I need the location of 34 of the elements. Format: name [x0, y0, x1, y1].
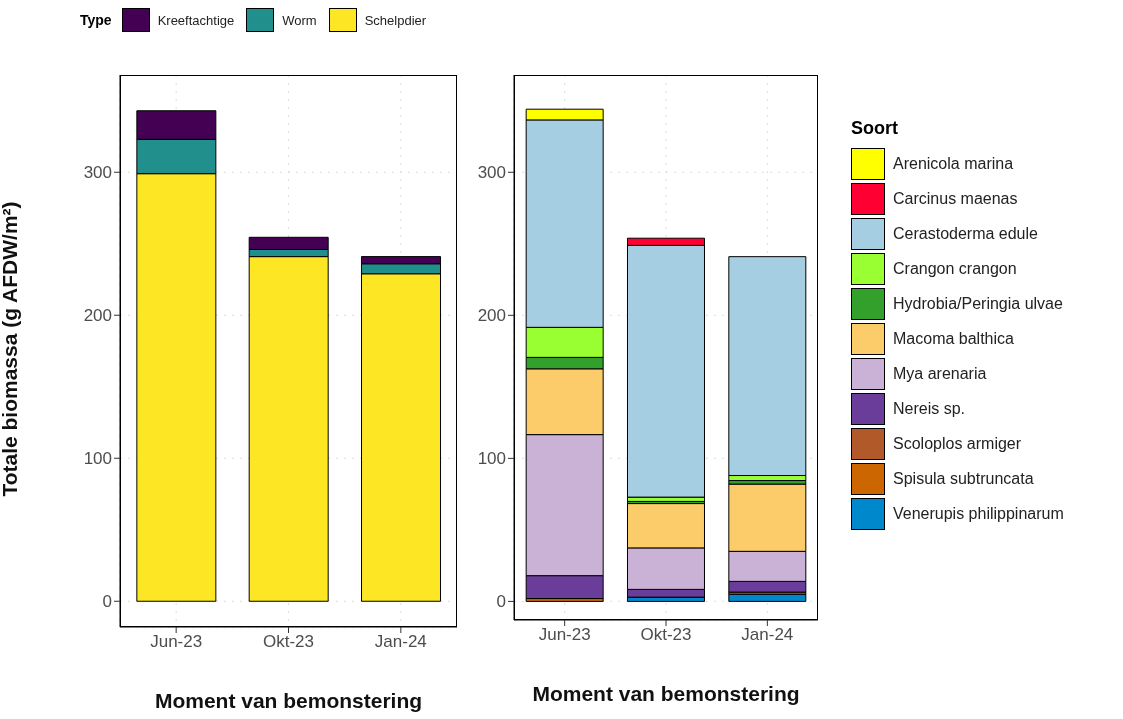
- y-tick-label: 200: [83, 306, 112, 326]
- y-tick-label: 200: [477, 306, 506, 326]
- legend-label: Venerupis philippinarum: [893, 505, 1064, 523]
- y-tick-label: 0: [102, 592, 112, 612]
- y-tick-label: 300: [477, 163, 506, 183]
- legend-label: Carcinus maenas: [893, 190, 1018, 208]
- legend-label: Worm: [282, 12, 317, 28]
- legend-label: Kreeftachtige: [157, 12, 235, 28]
- legend-label: Crangon crangon: [893, 260, 1017, 278]
- x-tick-label: Jun-23: [150, 632, 203, 652]
- legend-label: Mya arenaria: [893, 365, 987, 383]
- legend-label: Nereis sp.: [893, 400, 966, 418]
- x-tick-label: Jun-23: [538, 625, 591, 645]
- legend-label: Cerastoderma edule: [893, 225, 1038, 243]
- x-tick-label: Jan-24: [374, 632, 427, 652]
- legend-title: Soort: [851, 118, 899, 139]
- legend-label: Schelpdier: [364, 12, 427, 28]
- y-tick-label: 100: [83, 449, 112, 469]
- y-tick-label: 300: [83, 163, 112, 183]
- legend-label: Spisula subtruncata: [893, 470, 1034, 488]
- x-tick-label: Okt-23: [640, 625, 692, 645]
- x-axis-title: Moment van bemonstering: [153, 689, 424, 713]
- x-tick-label: Okt-23: [262, 632, 315, 652]
- y-axis-title: Totale biomassa (g AFDW/m²): [0, 200, 22, 499]
- bar: [728, 256, 807, 477]
- legend-label: Scoloplos armiger: [893, 435, 1022, 453]
- legend-label: Hydrobia/Peringia ulvae: [893, 295, 1063, 313]
- x-axis-title: Moment van bemonstering: [531, 682, 801, 706]
- legend-label: Macoma balthica: [893, 330, 1014, 348]
- y-tick-label: 100: [477, 449, 506, 469]
- legend-label: Arenicola marina: [893, 155, 1014, 173]
- x-tick-label: Jan-24: [741, 625, 794, 645]
- legend-title: Type: [80, 12, 112, 28]
- y-tick-label: 0: [496, 592, 506, 612]
